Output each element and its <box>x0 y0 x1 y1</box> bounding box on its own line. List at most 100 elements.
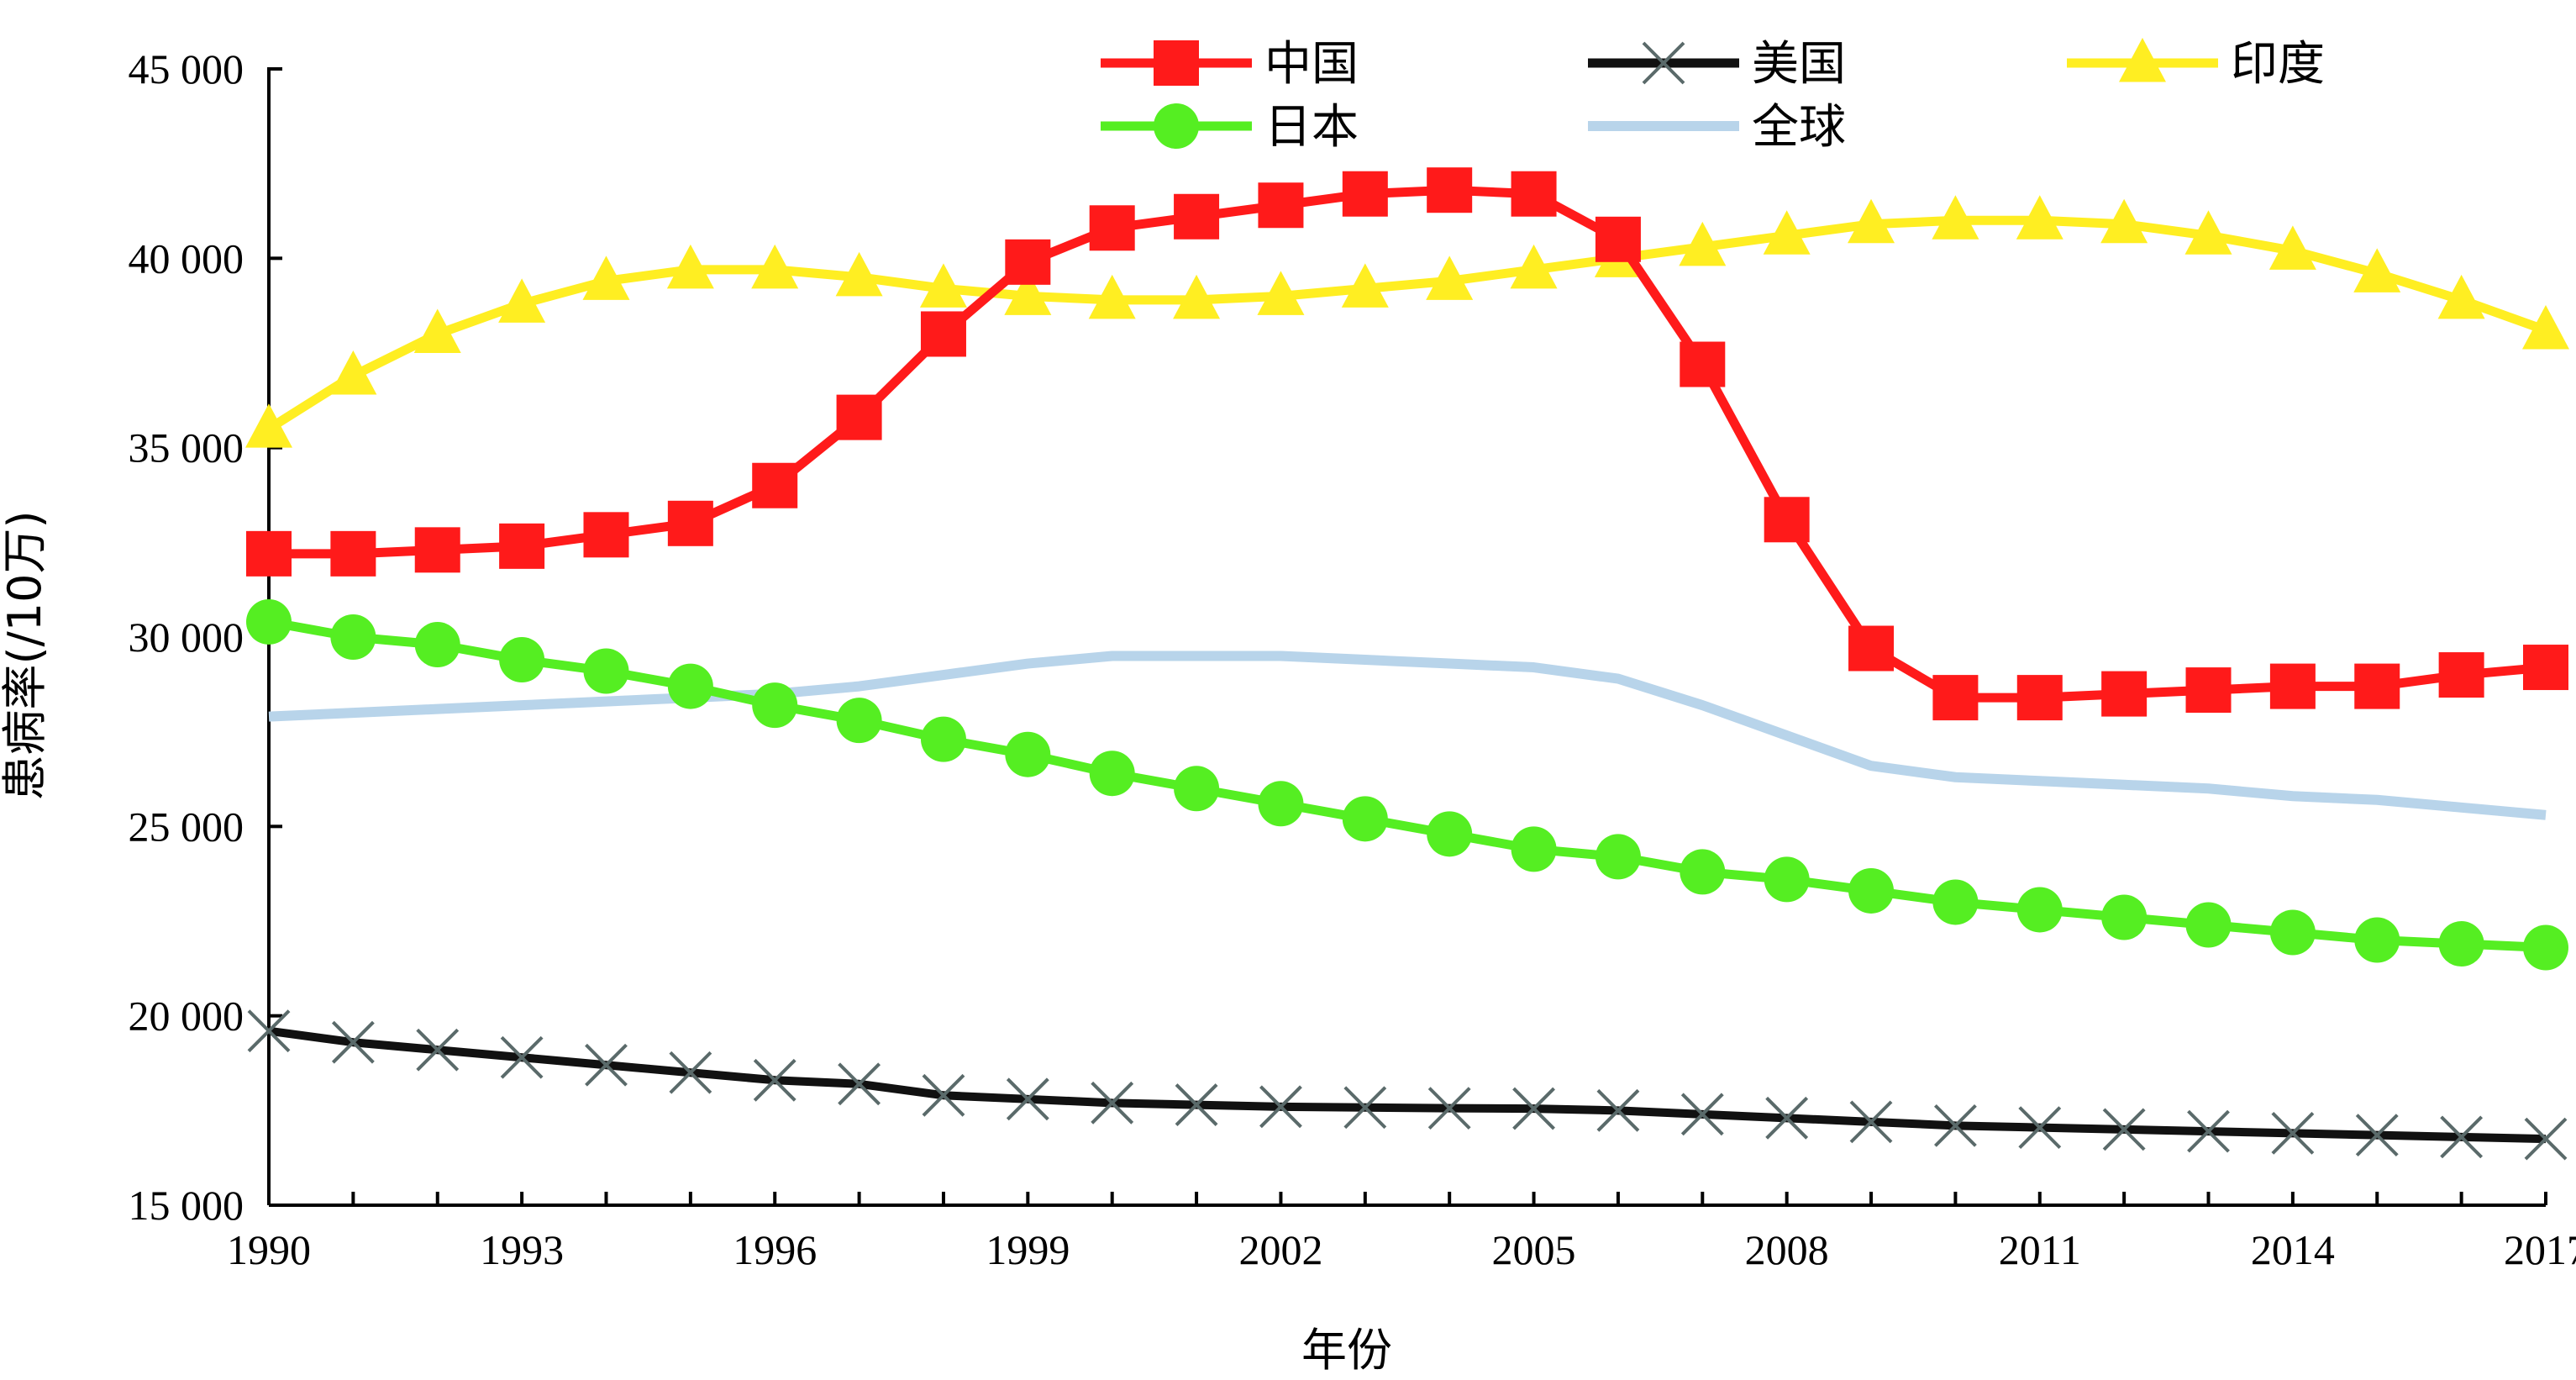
data-point <box>1257 271 1305 315</box>
legend-entry: 印度 <box>2067 37 2325 92</box>
data-point <box>2271 1111 2315 1155</box>
data-point <box>2524 1117 2568 1161</box>
data-point <box>2187 1109 2230 1153</box>
data-point <box>2101 671 2148 717</box>
data-point <box>669 1051 712 1094</box>
data-point <box>2102 1108 2146 1151</box>
legend-label: 中国 <box>1264 37 1359 92</box>
data-point <box>1932 879 1979 925</box>
legend-label: 美国 <box>1752 37 1846 92</box>
data-point <box>499 637 545 683</box>
data-point <box>836 698 882 744</box>
x-marker-stroke <box>1006 1077 1049 1121</box>
x-marker-stroke <box>1512 1087 1555 1130</box>
data-point <box>2018 1106 2062 1150</box>
data-point <box>1174 766 1220 812</box>
data-point <box>1088 274 1136 319</box>
data-point <box>1343 1086 1387 1130</box>
data-point <box>500 1035 544 1079</box>
data-point <box>2353 248 2401 292</box>
data-point <box>1848 198 1895 244</box>
data-point <box>752 682 798 729</box>
x-tick-label: 1993 <box>480 1226 564 1273</box>
series-usa <box>247 1009 2568 1161</box>
data-point <box>667 663 713 709</box>
data-point <box>2184 210 2232 255</box>
x-marker-stroke <box>416 1028 460 1072</box>
legend-marker <box>1154 40 1199 86</box>
data-point <box>838 1062 881 1106</box>
y-tick-label: 30 000 <box>129 614 244 661</box>
legend-marker <box>1642 41 1685 85</box>
data-point <box>2269 663 2316 709</box>
data-point <box>499 523 545 569</box>
data-point <box>1342 171 1388 217</box>
x-marker-stroke <box>585 1043 628 1087</box>
data-point <box>1342 796 1388 842</box>
data-point <box>2523 645 2568 691</box>
data-point <box>2440 1115 2484 1159</box>
data-point <box>2355 1114 2399 1157</box>
legend-label: 印度 <box>2231 37 2325 92</box>
x-marker-stroke <box>1091 1081 1134 1125</box>
data-point <box>836 394 882 440</box>
x-marker-stroke <box>1849 1100 1893 1144</box>
data-point <box>413 308 461 353</box>
data-point <box>1512 1087 1555 1130</box>
data-point <box>1174 193 1220 240</box>
x-marker-stroke <box>1343 1086 1387 1130</box>
data-point <box>752 462 798 508</box>
data-point <box>414 527 460 573</box>
series-line <box>268 617 2547 953</box>
x-tick-label: 2014 <box>2251 1226 2335 1273</box>
data-point <box>2185 902 2232 948</box>
data-point <box>920 716 966 762</box>
data-point <box>666 244 714 289</box>
data-point <box>2522 304 2569 350</box>
x-marker-stroke <box>1765 1096 1809 1140</box>
data-point <box>1427 811 1473 857</box>
data-point <box>1426 255 1474 300</box>
data-point <box>331 1020 375 1064</box>
legend-entry: 全球 <box>1588 100 1846 155</box>
data-point <box>1510 244 1558 289</box>
data-point <box>1596 1088 1640 1132</box>
data-point <box>2438 921 2484 967</box>
x-marker-stroke <box>247 1009 291 1053</box>
data-point <box>751 244 799 289</box>
data-point <box>585 1043 628 1087</box>
x-marker-stroke <box>2524 1117 2568 1161</box>
x-marker-stroke <box>753 1058 796 1102</box>
x-tick-label: 1996 <box>733 1226 817 1273</box>
x-marker-stroke <box>1175 1083 1218 1126</box>
data-point <box>330 530 376 577</box>
series-line <box>266 215 2547 433</box>
x-marker-stroke <box>2271 1111 2315 1155</box>
axes: 15 000 20 000 25 000 30 000 35 000 40 000 45 0… <box>129 45 2576 1273</box>
x-tick-label: 2002 <box>1238 1226 1322 1273</box>
data-point <box>1005 239 1051 285</box>
x-marker-stroke <box>500 1035 544 1079</box>
data-point <box>1680 1093 1724 1136</box>
x-marker-stroke <box>1259 1085 1302 1129</box>
data-point <box>1848 867 1895 914</box>
data-point <box>582 255 630 300</box>
x-marker-stroke <box>838 1062 881 1106</box>
x-marker-stroke <box>922 1073 965 1117</box>
series-global <box>268 650 2547 820</box>
x-tick-label: 2008 <box>1745 1226 1829 1273</box>
x-marker-stroke <box>1427 1087 1471 1130</box>
data-point <box>1595 834 1641 880</box>
x-marker-stroke <box>2187 1109 2230 1153</box>
data-point <box>1258 781 1304 827</box>
data-point <box>1091 1081 1134 1125</box>
data-point <box>1932 675 1979 721</box>
x-marker-stroke <box>1680 1093 1724 1136</box>
data-point <box>1511 171 1557 217</box>
data-point <box>1764 497 1810 543</box>
data-point <box>498 278 546 323</box>
legend-marker <box>2119 38 2166 82</box>
x-tick-label: 2005 <box>1492 1226 1576 1273</box>
data-point <box>1427 1087 1471 1130</box>
